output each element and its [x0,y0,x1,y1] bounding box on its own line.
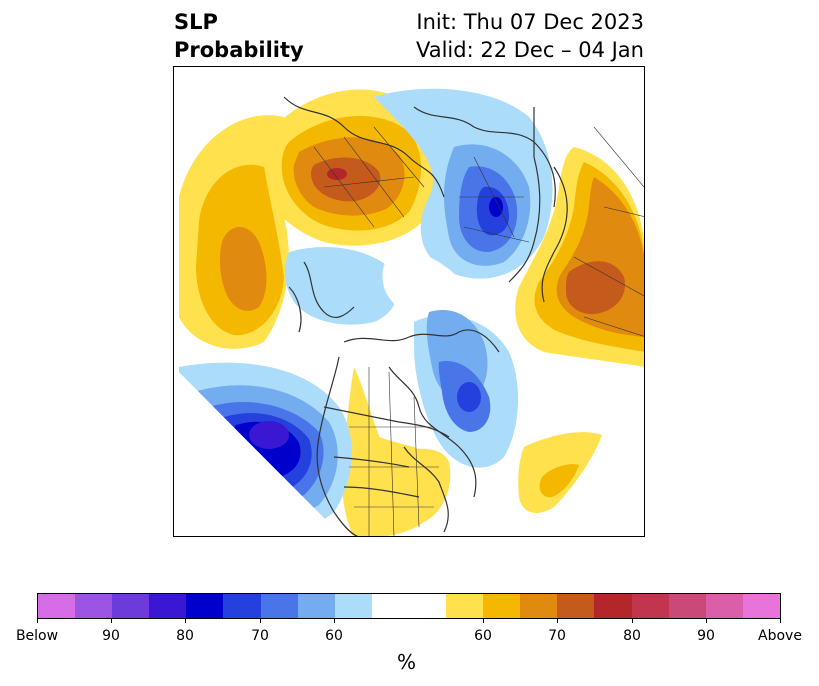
tick-mark [780,619,781,623]
tick-mark [260,619,261,623]
colorbar-tick-label: Above [758,628,802,644]
colorbar-unit-label: % [397,650,417,674]
colorbar-segment [371,594,447,618]
tick-mark [706,619,707,623]
anomaly-north-pacific [518,432,602,513]
borders [313,126,644,536]
colorbar-segment [557,594,595,618]
title-left: SLP Probability [174,8,304,64]
tick-mark [111,619,112,623]
colorbar-tick-label: 70 [548,628,566,644]
title-type: Probability [174,38,304,62]
colorbar-tick-label: 70 [251,628,269,644]
colorbar-segment [223,594,261,618]
colorbar-tick-label: 60 [325,628,343,644]
colorbar-tick-label: Below [15,628,59,644]
colorbar-segment [705,594,743,618]
colorbar-segment [334,594,372,618]
anomaly-greenland [284,247,477,326]
coastlines [283,96,568,536]
colorbar-segment [742,594,780,618]
colorbar-segment [483,594,521,618]
colorbar-tick-label: 90 [102,628,120,644]
colorbar-segment [260,594,298,618]
title-right: Init: Thu 07 Dec 2023 Valid: 22 Dec – 04… [416,8,644,64]
anomaly-northeast-canada [414,310,519,468]
colorbar-segment [631,594,669,618]
colorbar [37,593,781,619]
colorbar-tick-label: 60 [474,628,492,644]
probability-map [173,66,645,537]
colorbar-tick-label: 80 [623,628,641,644]
anomaly-north-atlantic [179,115,289,349]
colorbar-segment [149,594,187,618]
colorbar-segment [186,594,224,618]
anomaly-arctic-siberia [374,88,553,279]
valid-range: Valid: 22 Dec – 04 Jan [415,38,644,62]
colorbar-segment [38,594,76,618]
colorbar-segment [297,594,335,618]
tick-mark [334,619,335,623]
colorbar-tick-label: 80 [176,628,194,644]
colorbar-segment [75,594,113,618]
colorbar-segment [520,594,558,618]
tick-mark [632,619,633,623]
tick-mark [483,619,484,623]
map-svg [174,67,644,536]
tick-mark [185,619,186,623]
colorbar-segment [112,594,150,618]
init-date: Init: Thu 07 Dec 2023 [416,10,644,34]
colorbar-segment [594,594,632,618]
tick-mark [557,619,558,623]
colorbar-segment [668,594,706,618]
anomaly-east-asia [515,147,644,367]
colorbar-tick-label: 90 [697,628,715,644]
title-variable: SLP [174,10,218,34]
colorbar-segment [446,594,484,618]
tick-mark [37,619,38,623]
